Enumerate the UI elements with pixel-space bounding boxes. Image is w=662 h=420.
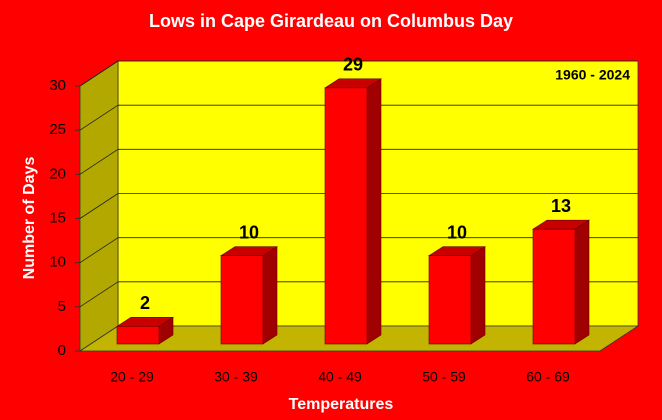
bar: [428, 255, 472, 345]
bar-side: [262, 246, 278, 345]
y-tick-label: 20: [49, 165, 66, 182]
grid-line: [79, 237, 119, 264]
x-tick-label: 30 - 39: [214, 369, 258, 385]
bar: [324, 87, 368, 345]
annotation: 1960 - 2024: [555, 67, 630, 83]
bar-side: [470, 246, 486, 345]
bar: [532, 228, 576, 345]
bar: [220, 255, 264, 345]
grid-line: [79, 104, 119, 131]
data-label: 29: [343, 55, 363, 75]
y-tick-label: 5: [58, 298, 66, 315]
x-tick-label: 50 - 59: [422, 369, 466, 385]
bar-side: [366, 78, 382, 345]
grid-line: [79, 148, 119, 175]
grid-line: [79, 281, 119, 308]
y-tick-label: 25: [49, 121, 66, 138]
data-label: 13: [551, 196, 571, 216]
bar-side: [574, 219, 590, 345]
grid-line: [79, 193, 119, 219]
y-tick-label: 30: [49, 77, 66, 94]
grid-line: [79, 60, 119, 87]
y-tick-label: 10: [49, 254, 66, 271]
data-label: 10: [447, 222, 467, 242]
y-tick-label: 0: [58, 342, 66, 359]
x-tick-label: 40 - 49: [318, 369, 362, 385]
chart-title: Lows in Cape Girardeau on Columbus Day: [149, 11, 513, 31]
bars: [115, 78, 591, 345]
data-label: 2: [140, 293, 150, 313]
x-tick-label: 60 - 69: [526, 369, 570, 385]
x-tick-label: 20 - 29: [110, 369, 154, 385]
y-axis-title: Number of Days: [21, 157, 38, 280]
y-tick-label: 15: [49, 209, 66, 226]
x-axis-title: Temperatures: [289, 396, 394, 413]
bar: [116, 326, 160, 345]
data-label: 10: [239, 222, 259, 242]
